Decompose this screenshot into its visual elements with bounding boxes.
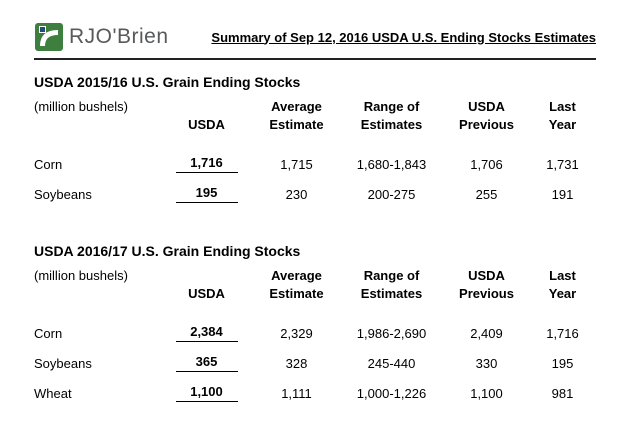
section-heading-2015-16: USDA 2015/16 U.S. Grain Ending Stocks [34,74,301,90]
usda-previous-value: 1,100 [470,385,503,401]
grain-table-2016-17: (million bushels) USDA Average Estimate … [34,267,596,408]
grain-table-2015-16: (million bushels) USDA Average Estimate … [34,98,596,209]
report-title: Summary of Sep 12, 2016 USDA U.S. Ending… [211,29,596,45]
range-value: 1,680-1,843 [356,156,427,172]
usda-previous-value: 330 [475,355,498,371]
last-year-value: 981 [551,385,574,401]
col-header-range-of-estimates: Range of Estimates [360,99,423,132]
last-year-value: 1,731 [546,156,579,172]
row-label: Soybeans [34,355,92,371]
rjo-logo-icon [34,22,64,52]
row-label: Soybeans [34,186,92,202]
average-estimate-value: 230 [285,186,308,202]
rjo-brien-logo: RJO'Brien [34,22,169,52]
col-header-usda-previous: USDA Previous [459,268,514,301]
range-value: 200-275 [367,186,416,202]
unit-label: (million bushels) [34,268,128,284]
table-row-soybeans: Soybeans 365 328 245-440 330 195 [34,348,596,378]
range-value: 1,986-2,690 [356,325,427,341]
col-header-average-estimate: Average Estimate [269,268,324,301]
usda-value: 195 [159,179,254,209]
average-estimate-value: 1,111 [281,385,312,401]
average-estimate-value: 2,329 [280,325,313,341]
last-year-value: 195 [551,355,574,371]
table-row-wheat: Wheat 1,100 1,111 1,000-1,226 1,100 981 [34,378,596,408]
usda-value: 1,716 [159,135,254,179]
col-header-usda: USDA [188,285,225,301]
average-estimate-value: 328 [285,355,308,371]
last-year-value: 1,716 [546,325,579,341]
section-heading-2016-17: USDA 2016/17 U.S. Grain Ending Stocks [34,243,301,260]
col-header-range-of-estimates: Range of Estimates [360,268,423,301]
usda-previous-value: 255 [475,186,498,202]
usda-previous-value: 2,409 [470,325,503,341]
table-header-row: (million bushels) USDA Average Estimate … [34,98,596,135]
usda-previous-value: 1,706 [470,156,503,172]
range-value: 245-440 [367,355,416,371]
usda-value: 365 [159,348,254,378]
unit-label: (million bushels) [34,99,128,114]
table-row-corn: Corn 2,384 2,329 1,986-2,690 2,409 1,716 [34,304,596,348]
usda-value: 2,384 [159,304,254,348]
row-label: Corn [34,156,63,172]
col-header-average-estimate: Average Estimate [269,99,324,132]
report-header: RJO'Brien Summary of Sep 12, 2016 USDA U… [34,22,596,60]
average-estimate-value: 1,715 [280,156,313,172]
row-label: Wheat [34,385,72,401]
col-header-usda: USDA [188,116,225,132]
table-row-soybeans: Soybeans 195 230 200-275 255 191 [34,179,596,209]
col-header-last-year: Last Year [548,268,577,301]
col-header-usda-previous: USDA Previous [459,99,514,132]
last-year-value: 191 [551,186,574,202]
table-header-row: (million bushels) USDA Average Estimate … [34,267,596,304]
logo-wordmark: RJO'Brien [69,25,169,48]
row-label: Corn [34,325,63,341]
table-row-corn: Corn 1,716 1,715 1,680-1,843 1,706 1,731 [34,135,596,179]
usda-value: 1,100 [159,378,254,408]
range-value: 1,000-1,226 [356,385,427,401]
col-header-last-year: Last Year [548,99,577,132]
